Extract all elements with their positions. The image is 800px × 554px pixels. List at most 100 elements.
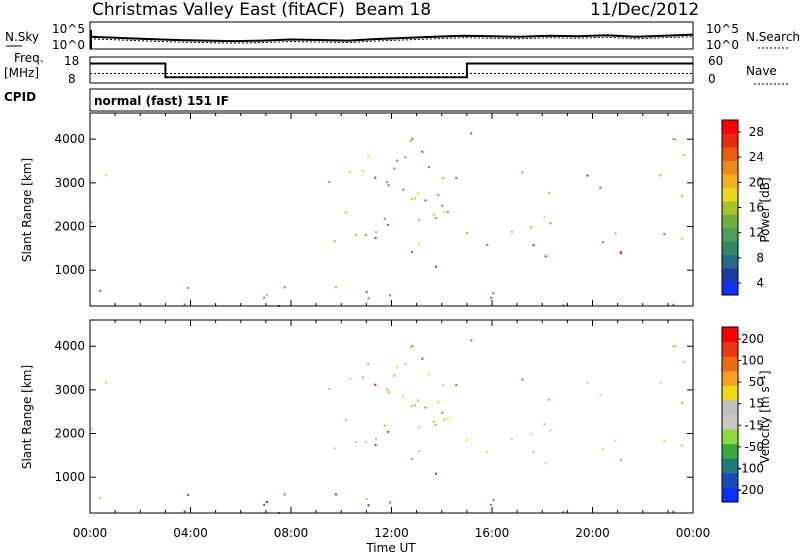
beam-label: Beam 18 [355, 0, 431, 20]
velocity-cell [434, 424, 437, 426]
power-cell [349, 171, 352, 173]
velocity-cell [417, 450, 420, 453]
velocity-colorbar-tick-label: -200 [737, 483, 764, 497]
freq-traces [90, 62, 693, 79]
velocity-cell [402, 395, 405, 398]
freq-tick-top: 18 [64, 54, 79, 68]
velocity-cell [389, 501, 391, 504]
velocity-colorbar-segment [722, 356, 738, 372]
velocity-y-tick-label: 4000 [54, 339, 85, 353]
velocity-cell [364, 440, 367, 443]
velocity-cell [409, 346, 412, 349]
power-cell [389, 294, 391, 297]
power-cell [466, 232, 469, 235]
velocity-cell [672, 510, 675, 513]
cpid-label: CPID [4, 90, 36, 104]
power-cell [663, 233, 666, 236]
power-cell [375, 231, 377, 234]
velocity-colorbar-segment [722, 458, 738, 474]
velocity-cell [417, 399, 420, 402]
velocity-cell [466, 439, 469, 442]
velocity-cell [490, 503, 493, 506]
power-cell [441, 204, 444, 207]
velocity-cell [386, 430, 389, 433]
velocity-cell [334, 493, 337, 496]
velocity-cell [344, 418, 347, 421]
power-cell [396, 159, 399, 162]
power-cell [428, 166, 431, 169]
velocity-cell [361, 376, 364, 379]
power-panel-frame [89, 112, 694, 307]
velocity-cell [187, 493, 190, 496]
power-cell [619, 251, 622, 254]
velocity-cell [265, 500, 268, 503]
velocity-cell [428, 373, 431, 376]
power-cell [442, 176, 445, 179]
x-tick-label: 12:00 [374, 526, 409, 540]
power-cell [328, 180, 331, 183]
velocity-colorbar-tick-label: 100 [741, 354, 764, 368]
power-colorbar-segment [722, 214, 738, 229]
nsky-tick-top-left: 10^5 [52, 22, 85, 36]
velocity-heatmap-cells [90, 339, 686, 514]
power-cell [411, 138, 414, 141]
power-cell [344, 211, 347, 214]
power-colorbar-segment [722, 268, 738, 283]
velocity-cell [530, 433, 533, 436]
power-cell [659, 174, 662, 177]
power-cell [263, 296, 266, 299]
velocity-colorbar-segment [722, 429, 738, 445]
velocity-y-axis-label: Slant Range [km] [20, 365, 34, 469]
velocity-cell [548, 398, 550, 401]
velocity-cell [375, 438, 377, 441]
velocity-cell [383, 424, 386, 427]
power-heatmap-cells [90, 132, 686, 307]
power-cell [672, 303, 675, 306]
velocity-cell [367, 362, 370, 365]
power-cell [283, 286, 286, 289]
power-cell [680, 237, 683, 240]
velocity-cell [404, 363, 407, 366]
velocity-colorbar-segment [722, 472, 738, 488]
velocity-cell [374, 444, 377, 446]
power-colorbar-tick-label: 4 [756, 276, 764, 290]
power-cell [435, 265, 437, 268]
velocity-cell [263, 503, 266, 506]
velocity-colorbar-segment [722, 487, 738, 503]
power-cell [599, 186, 602, 189]
velocity-cell [486, 450, 489, 453]
velocity-cell [614, 439, 617, 442]
velocity-cell [680, 444, 683, 447]
velocity-cell [442, 383, 445, 386]
power-cell [334, 286, 337, 289]
power-colorbar-segment [722, 227, 738, 242]
x-axis-label: Time UT [365, 541, 416, 554]
freq-tick-bottom: 8 [68, 72, 76, 86]
power-cell [549, 222, 552, 225]
velocity-cell [443, 418, 446, 421]
freq-trace [90, 62, 693, 79]
power-colorbar-segment [722, 120, 738, 134]
velocity-cell [333, 447, 336, 450]
velocity-cell [446, 417, 449, 420]
power-cell [404, 156, 407, 159]
freq-label: Freq. [14, 51, 44, 65]
power-colorbar-segment [722, 200, 738, 215]
power-cell [510, 230, 513, 233]
power-colorbar-segment [722, 133, 738, 148]
velocity-cell [586, 381, 589, 384]
velocity-colorbar-segment [722, 327, 738, 343]
x-tick-label: 00:00 [676, 526, 711, 540]
power-y-axis-label: Slant Range [km] [20, 158, 34, 262]
velocity-colorbar-tick-label: -15 [744, 418, 764, 432]
x-tick-label: 04:00 [173, 526, 208, 540]
date-label: 11/Dec/2012 [590, 0, 699, 20]
velocity-colorbar-segment [722, 385, 738, 401]
velocity-cell [549, 429, 552, 432]
power-cell [383, 217, 386, 220]
power-cell [532, 244, 535, 247]
power-cell [265, 293, 268, 296]
velocity-cell [659, 381, 662, 384]
power-cell [548, 191, 550, 194]
velocity-colorbar: 200 100 50 15 -15 -50 -100 -200 [721, 326, 764, 503]
